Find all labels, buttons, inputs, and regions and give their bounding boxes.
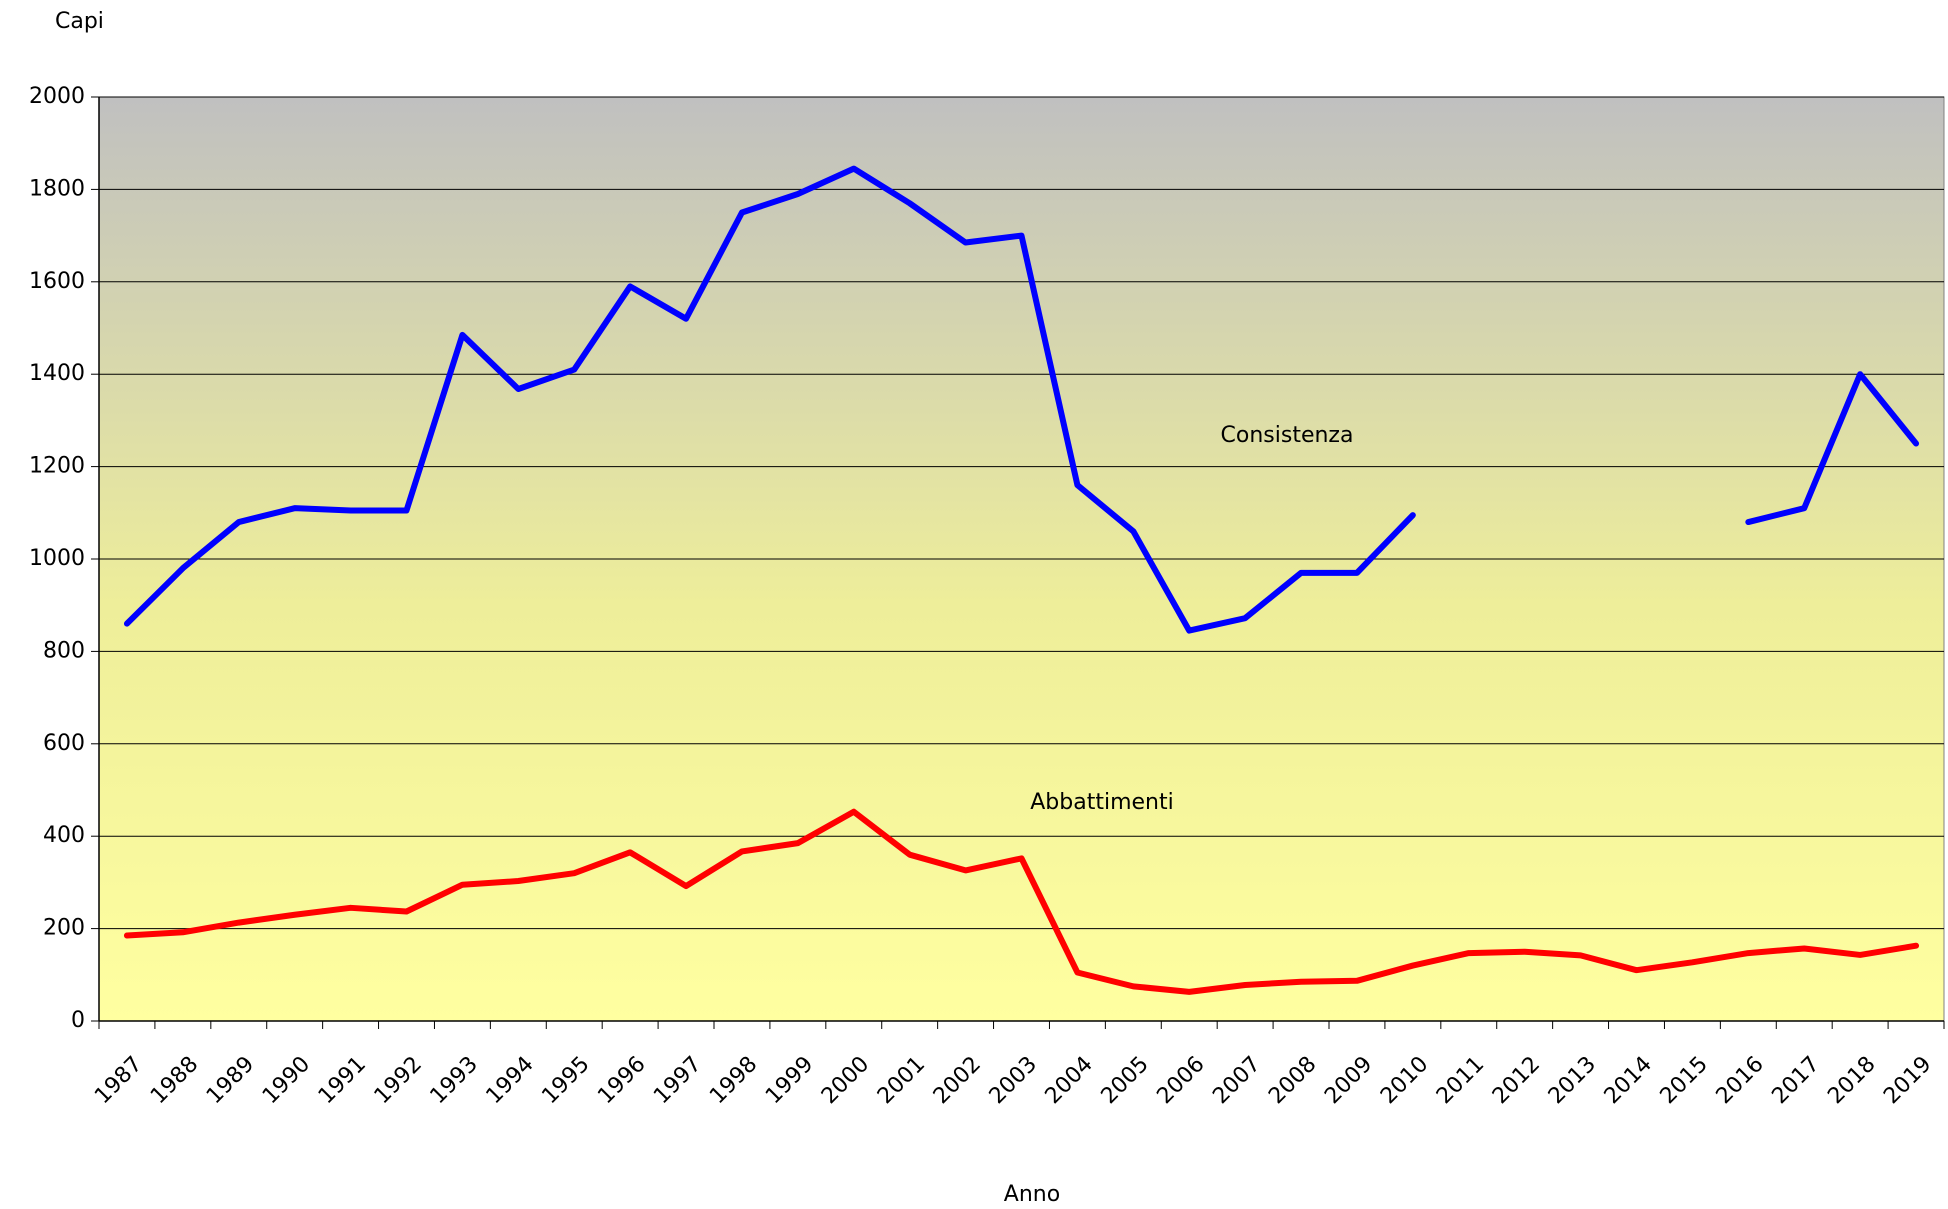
x-tick-label: 1987 bbox=[90, 1052, 147, 1109]
x-tick-label: 2012 bbox=[1488, 1052, 1545, 1109]
x-tick-label: 1997 bbox=[649, 1052, 706, 1109]
x-tick-label: 2015 bbox=[1656, 1052, 1713, 1109]
x-tick-label: 2007 bbox=[1208, 1052, 1265, 1109]
y-tick-label: 400 bbox=[43, 823, 85, 848]
x-tick-label: 2003 bbox=[985, 1052, 1042, 1109]
x-tick-label: 1988 bbox=[146, 1052, 203, 1109]
x-tick-label: 2005 bbox=[1097, 1052, 1154, 1109]
x-tick-label: 2000 bbox=[817, 1052, 874, 1109]
x-tick-label: 2009 bbox=[1320, 1052, 1377, 1109]
x-tick-label: 2006 bbox=[1152, 1052, 1209, 1109]
x-tick-label: 1996 bbox=[593, 1052, 650, 1109]
x-tick-label: 1993 bbox=[426, 1052, 483, 1109]
x-tick-label: 1990 bbox=[258, 1052, 315, 1109]
x-tick-label: 2018 bbox=[1823, 1052, 1880, 1109]
y-tick-label: 2000 bbox=[29, 84, 85, 109]
x-tick-label: 2013 bbox=[1544, 1052, 1601, 1109]
y-tick-label: 800 bbox=[43, 638, 85, 663]
x-tick-label: 1994 bbox=[482, 1052, 539, 1109]
x-tick-label: 1999 bbox=[761, 1052, 818, 1109]
y-axis-label: Capi bbox=[55, 9, 104, 34]
x-tick-label: 1991 bbox=[314, 1052, 371, 1109]
x-tick-label: 2016 bbox=[1712, 1052, 1769, 1109]
y-tick-label: 1600 bbox=[29, 269, 85, 294]
y-tick-label: 1400 bbox=[29, 361, 85, 386]
y-tick-label: 1000 bbox=[29, 546, 85, 571]
x-axis-label: Anno bbox=[1004, 1182, 1060, 1207]
series-line bbox=[123, 165, 1920, 634]
y-tick-label: 200 bbox=[43, 916, 85, 941]
y-tick-label: 1200 bbox=[29, 454, 85, 479]
x-tick-label: 2002 bbox=[929, 1052, 986, 1109]
x-tick-label: 2010 bbox=[1376, 1052, 1433, 1109]
x-tick-label: 1992 bbox=[370, 1052, 427, 1109]
annotation: Consistenza bbox=[1221, 423, 1354, 448]
series-line bbox=[123, 808, 1920, 995]
x-tick-label: 2001 bbox=[873, 1052, 930, 1109]
x-tick-label: 2017 bbox=[1767, 1052, 1824, 1109]
y-tick-label: 0 bbox=[71, 1008, 85, 1033]
x-tick-label: 2019 bbox=[1879, 1052, 1936, 1109]
x-tick-label: 2011 bbox=[1432, 1052, 1489, 1109]
x-tick-label: 2014 bbox=[1600, 1052, 1657, 1109]
y-tick-label: 600 bbox=[43, 731, 85, 756]
y-tick-label: 1800 bbox=[29, 176, 85, 201]
x-tick-label: 1989 bbox=[202, 1052, 259, 1109]
annotation: Abbattimenti bbox=[1030, 790, 1173, 815]
x-tick-label: 2004 bbox=[1041, 1052, 1098, 1109]
x-tick-label: 1998 bbox=[705, 1052, 762, 1109]
x-tick-label: 1995 bbox=[537, 1052, 594, 1109]
x-tick-label: 2008 bbox=[1264, 1052, 1321, 1109]
